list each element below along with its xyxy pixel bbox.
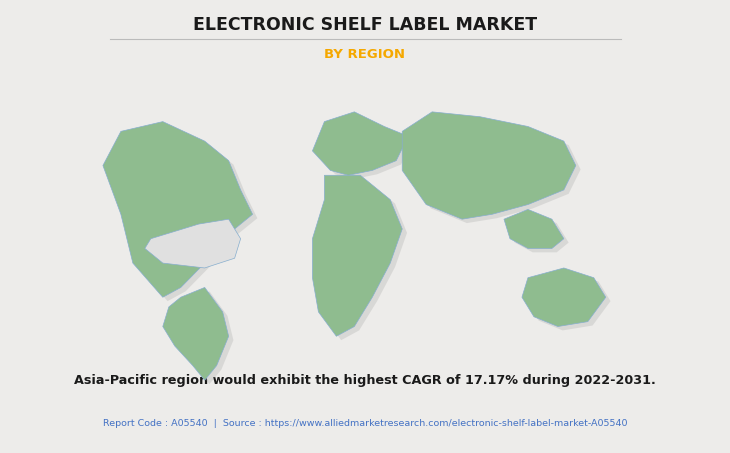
Polygon shape (312, 175, 402, 336)
Polygon shape (318, 179, 407, 340)
Text: Asia-Pacific region would exhibit the highest CAGR of 17.17% during 2022-2031.: Asia-Pacific region would exhibit the hi… (74, 374, 656, 387)
Text: ELECTRONIC SHELF LABEL MARKET: ELECTRONIC SHELF LABEL MARKET (193, 16, 537, 34)
Polygon shape (407, 116, 580, 223)
Polygon shape (145, 219, 241, 268)
Polygon shape (504, 209, 564, 248)
Polygon shape (402, 112, 576, 219)
Polygon shape (522, 268, 606, 327)
Text: BY REGION: BY REGION (325, 48, 405, 61)
Polygon shape (163, 288, 228, 380)
Polygon shape (103, 121, 253, 297)
Polygon shape (318, 116, 413, 179)
Polygon shape (509, 213, 569, 252)
Polygon shape (108, 125, 258, 301)
Text: Report Code : A05540  |  Source : https://www.alliedmarketresearch.com/electroni: Report Code : A05540 | Source : https://… (103, 419, 627, 428)
Polygon shape (168, 291, 234, 384)
Polygon shape (527, 272, 610, 330)
Polygon shape (312, 112, 408, 175)
